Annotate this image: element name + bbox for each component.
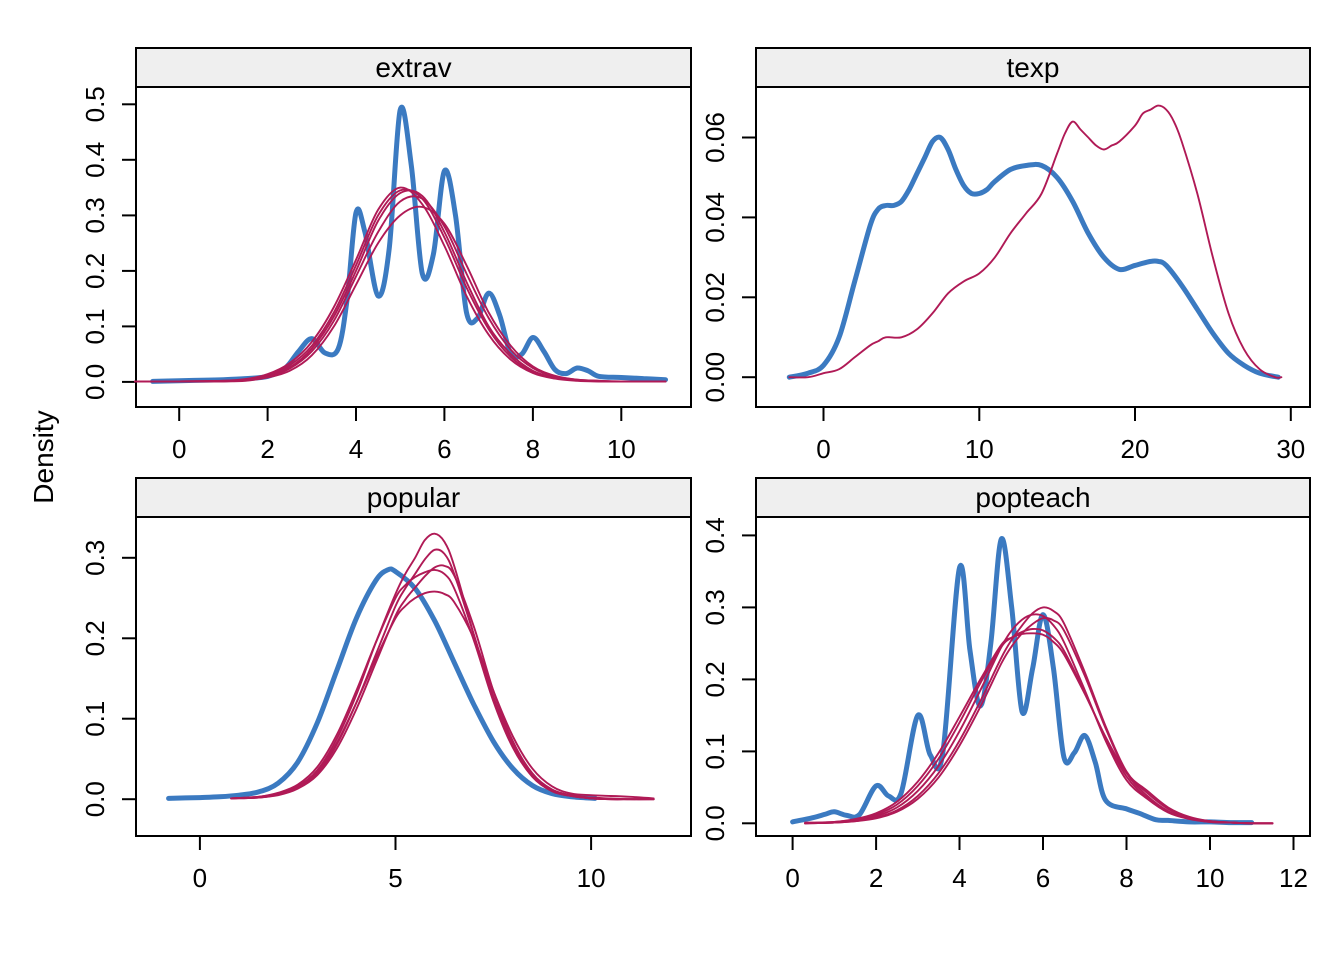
y-tick-label: 0.0 (700, 805, 730, 841)
density-curve-imputed-4 (804, 632, 1274, 825)
x-tick-label: 5 (388, 863, 402, 893)
panel-texp: 0 10 20 30 0.00 0.02 0.04 0.06 (700, 104, 1305, 464)
x-tick-label: 8 (526, 434, 540, 464)
density-curve-imputed-1 (788, 104, 1283, 379)
density-curve-imputed-5 (230, 590, 655, 800)
y-tick-label: 0.04 (700, 192, 730, 243)
x-tick-label: 8 (1119, 863, 1133, 893)
x-tick-label: 0 (816, 434, 830, 464)
y-tick-label: 0.2 (700, 661, 730, 697)
x-tick-label: 10 (1196, 863, 1225, 893)
panel-extrav-plot-area (135, 86, 692, 408)
y-tick-label: 0.4 (80, 142, 110, 178)
panel-popular-plot-area (135, 516, 692, 837)
y-tick-label: 0.3 (80, 540, 110, 576)
x-tick-label: 0 (172, 434, 186, 464)
density-curve-observed (150, 104, 668, 384)
density-curve-imputed-1 (134, 188, 667, 383)
x-tick-label: 0 (193, 863, 207, 893)
y-tick-label: 0.2 (80, 620, 110, 656)
density-curve-imputed-5 (804, 617, 1274, 825)
x-tick-label: 0 (785, 863, 799, 893)
y-tick-label: 0.02 (700, 272, 730, 323)
panel-extrav: 0 2 4 6 8 10 0.0 0.1 0.2 0.3 0.4 0.5 (80, 86, 668, 464)
density-curve-imputed-5 (134, 205, 667, 383)
y-tick-label: 0.4 (700, 517, 730, 553)
x-tick-label: 10 (965, 434, 994, 464)
x-tick-label: 20 (1121, 434, 1150, 464)
strip-popteach: popteach (755, 477, 1311, 516)
x-tick-label: 12 (1279, 863, 1308, 893)
density-curve-imputed-3 (804, 627, 1274, 825)
density-curve-observed (166, 566, 598, 801)
x-tick-label: 4 (349, 434, 363, 464)
panel-popteach: 0 2 4 6 8 10 12 0.0 0.1 0.2 0.3 0.4 (700, 517, 1308, 893)
strip-texp: texp (755, 47, 1311, 86)
x-tick-label: 4 (952, 863, 966, 893)
y-tick-label: 0.2 (80, 253, 110, 289)
density-curve-observed (790, 536, 1255, 826)
strip-title: popular (366, 481, 461, 513)
y-tick-label: 0.0 (80, 364, 110, 400)
y-tick-label: 0.00 (700, 352, 730, 403)
density-curve-imputed-4 (134, 186, 667, 383)
strip-popular: popular (135, 477, 692, 516)
panel-texp-plot-area (755, 86, 1311, 408)
x-tick-label: 10 (577, 863, 606, 893)
density-curve-imputed-2 (230, 548, 655, 801)
x-tick-label: 30 (1276, 434, 1305, 464)
density-curve-observed (786, 134, 1281, 380)
y-tick-label: 0.3 (80, 197, 110, 233)
strip-title: texp (1006, 51, 1060, 83)
y-tick-label: 0.06 (700, 112, 730, 163)
y-tick-label: 0.3 (700, 589, 730, 625)
x-tick-label: 2 (260, 434, 274, 464)
y-tick-label: 0.0 (80, 781, 110, 817)
y-tick-label: 0.1 (80, 701, 110, 737)
panel-popteach-plot-area (755, 516, 1311, 837)
strip-extrav: extrav (135, 47, 692, 86)
density-curve-imputed-3 (134, 195, 667, 383)
strip-title: popteach (975, 481, 1091, 513)
panel-popular: 0 5 10 0.0 0.1 0.2 0.3 (80, 532, 655, 893)
strip-title: extrav (375, 51, 452, 83)
x-tick-label: 2 (869, 863, 883, 893)
x-tick-label: 10 (607, 434, 636, 464)
x-tick-label: 6 (1036, 863, 1050, 893)
y-tick-label: 0.1 (700, 733, 730, 769)
y-tick-label: 0.1 (80, 308, 110, 344)
density-curve-imputed-4 (230, 568, 655, 801)
x-tick-label: 6 (437, 434, 451, 464)
density-curve-imputed-2 (134, 189, 667, 383)
y-tick-label: 0.5 (80, 86, 110, 122)
